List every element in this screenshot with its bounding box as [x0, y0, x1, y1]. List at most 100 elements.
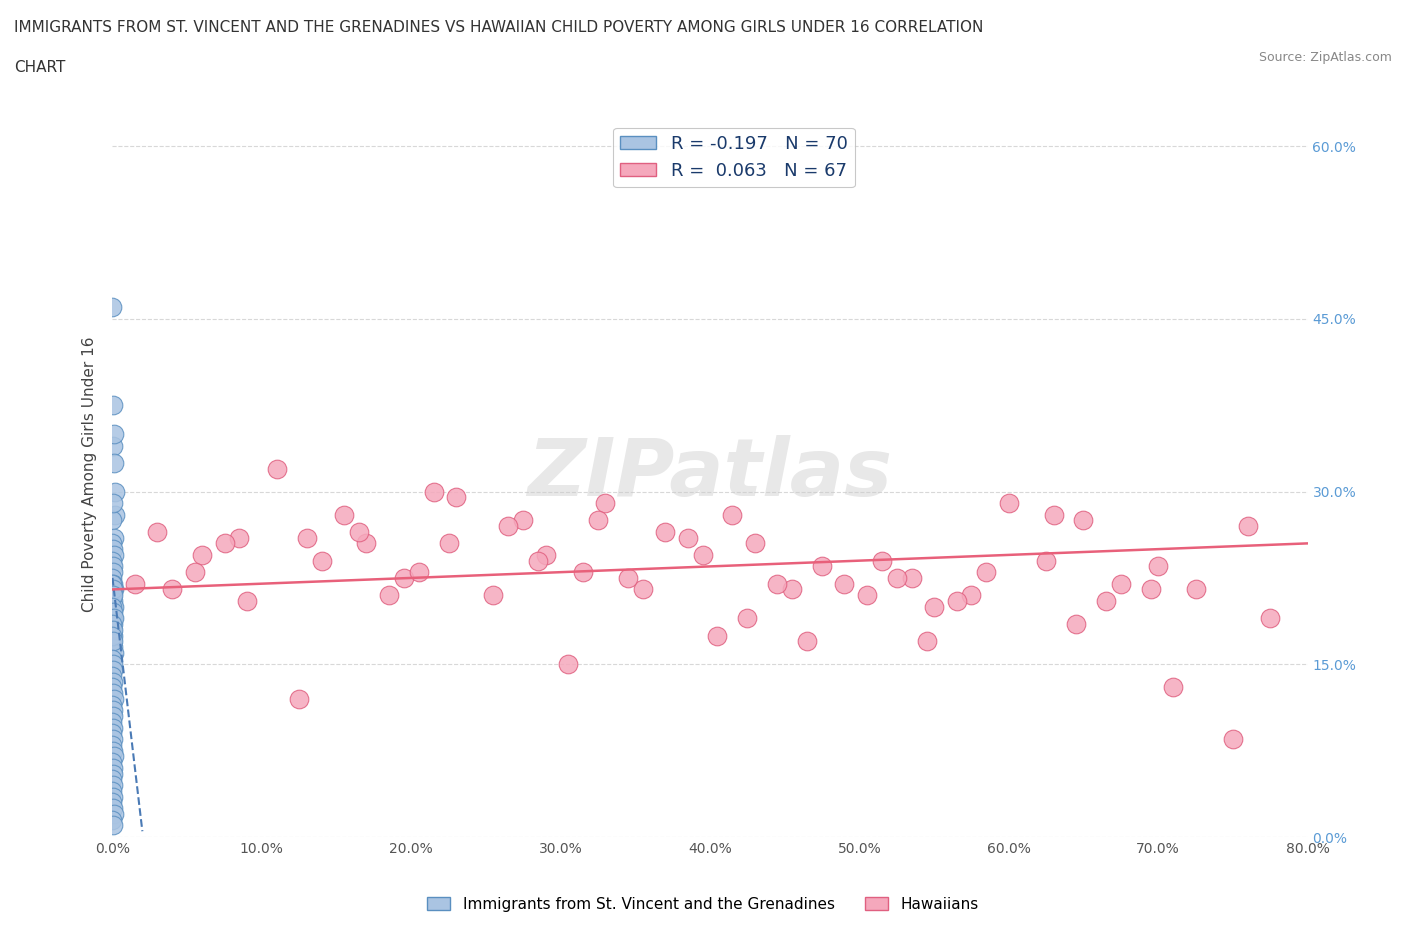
Point	[1161, 680, 1184, 695]
Point	[101, 720, 124, 735]
Point	[482, 588, 505, 603]
Point	[692, 548, 714, 563]
Point	[101, 398, 124, 413]
Point	[103, 565, 125, 579]
Point	[162, 582, 183, 597]
Point	[101, 680, 124, 695]
Point	[311, 553, 333, 568]
Point	[101, 570, 124, 585]
Point	[101, 651, 124, 666]
Point	[103, 611, 125, 626]
Point	[1042, 507, 1064, 522]
Point	[124, 577, 146, 591]
Point	[103, 806, 125, 821]
Point	[422, 485, 444, 499]
Point	[101, 299, 124, 314]
Point	[101, 617, 124, 631]
Point	[101, 801, 124, 816]
Point	[437, 536, 460, 551]
Point	[101, 634, 124, 649]
Point	[214, 536, 236, 551]
Point	[101, 714, 124, 729]
Point	[101, 795, 124, 810]
Point	[737, 611, 759, 626]
Point	[101, 617, 124, 631]
Point	[834, 577, 856, 591]
Point	[101, 588, 124, 603]
Point	[856, 588, 879, 603]
Point	[101, 755, 124, 770]
Point	[101, 496, 124, 511]
Point	[721, 507, 744, 522]
Point	[103, 582, 125, 597]
Point	[101, 812, 124, 827]
Y-axis label: Child Poverty Among Girls Under 16: Child Poverty Among Girls Under 16	[82, 337, 97, 612]
Point	[101, 737, 124, 752]
Point	[183, 565, 205, 579]
Point	[103, 548, 125, 563]
Point	[1035, 553, 1057, 568]
Legend: Immigrants from St. Vincent and the Grenadines, Hawaiians: Immigrants from St. Vincent and the Gren…	[422, 890, 984, 918]
Point	[1222, 732, 1244, 747]
Point	[103, 790, 125, 804]
Point	[1109, 577, 1132, 591]
Point	[103, 634, 125, 649]
Point	[103, 818, 125, 833]
Point	[1073, 513, 1095, 528]
Point	[101, 577, 124, 591]
Point	[103, 709, 125, 724]
Point	[101, 761, 124, 776]
Point	[103, 593, 125, 608]
Point	[960, 588, 983, 603]
Point	[631, 582, 654, 597]
Point	[101, 582, 124, 597]
Point	[945, 593, 967, 608]
Point	[101, 622, 124, 637]
Point	[288, 691, 311, 706]
Legend: R = -0.197   N = 70, R =  0.063   N = 67: R = -0.197 N = 70, R = 0.063 N = 67	[613, 128, 855, 187]
Point	[103, 438, 125, 453]
Point	[1237, 519, 1260, 534]
Point	[915, 634, 938, 649]
Point	[512, 513, 534, 528]
Point	[1139, 582, 1161, 597]
Point	[101, 685, 124, 700]
Point	[811, 559, 834, 574]
Text: IMMIGRANTS FROM ST. VINCENT AND THE GRENADINES VS HAWAIIAN CHILD POVERTY AMONG G: IMMIGRANTS FROM ST. VINCENT AND THE GREN…	[14, 20, 983, 35]
Point	[676, 530, 699, 545]
Point	[101, 553, 124, 568]
Point	[1258, 611, 1281, 626]
Point	[101, 743, 124, 758]
Point	[766, 577, 789, 591]
Point	[228, 530, 250, 545]
Point	[976, 565, 998, 579]
Point	[104, 485, 127, 499]
Point	[101, 513, 124, 528]
Text: CHART: CHART	[14, 60, 66, 75]
Point	[101, 726, 124, 741]
Point	[101, 783, 124, 798]
Point	[101, 777, 124, 792]
Point	[101, 669, 124, 684]
Text: ZIPatlas: ZIPatlas	[527, 435, 893, 513]
Point	[101, 559, 124, 574]
Point	[101, 640, 124, 655]
Point	[103, 766, 125, 781]
Point	[103, 732, 125, 747]
Point	[534, 548, 557, 563]
Point	[654, 525, 676, 539]
Point	[101, 698, 124, 712]
Point	[444, 490, 467, 505]
Point	[101, 703, 124, 718]
Point	[498, 519, 520, 534]
Point	[101, 536, 124, 551]
Point	[236, 593, 259, 608]
Point	[103, 662, 125, 677]
Point	[998, 496, 1021, 511]
Point	[870, 553, 893, 568]
Point	[744, 536, 766, 551]
Point	[1184, 582, 1206, 597]
Point	[103, 749, 125, 764]
Point	[356, 536, 378, 551]
Point	[557, 657, 579, 671]
